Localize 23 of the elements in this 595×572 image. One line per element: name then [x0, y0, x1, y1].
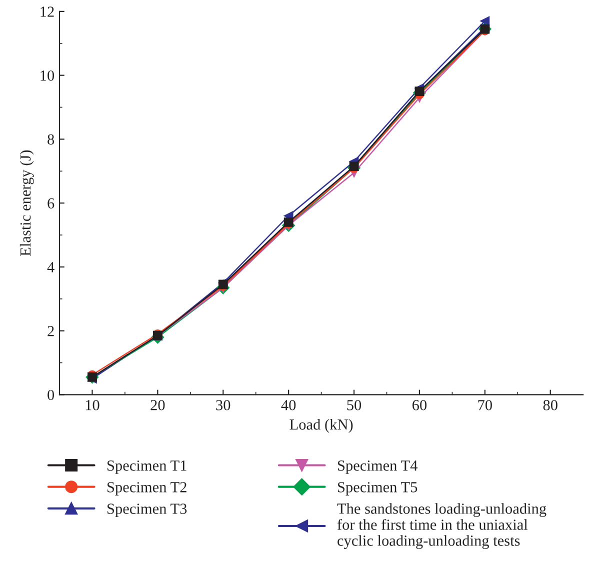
x-tick-label: 40 — [281, 400, 296, 410]
x-tick-label: 60 — [412, 400, 427, 410]
x-tick-label: 80 — [543, 400, 558, 410]
legend-label: Specimen T2 — [108, 482, 186, 496]
y-tick-label: 2 — [48, 326, 54, 336]
y-tick-label: 6 — [48, 198, 54, 209]
x-tick-label: 30 — [216, 400, 230, 410]
legend-label: Specimen T4 — [338, 460, 418, 474]
y-tick-label: 0 — [48, 390, 54, 400]
x-tick-label: 70 — [478, 400, 492, 410]
y-tick-label: 10 — [40, 70, 54, 81]
y-tick-label: 4 — [47, 262, 54, 272]
y-tick-label: 12 — [40, 6, 54, 17]
legend-label: Specimen T3 — [108, 504, 187, 518]
x-axis-title: Load (kN) — [290, 418, 353, 433]
legend-label: Specimen T1 — [108, 460, 186, 474]
x-tick-label: 20 — [150, 400, 165, 410]
x-tick-label: 10 — [86, 400, 100, 410]
y-axis-title: Elastic energy (J) — [20, 150, 34, 256]
legend-label: Specimen T5 — [338, 482, 418, 496]
legend-label: The sandstones loading-unloading for the first time in the uniaxial cyclic loading-unloading tests — [337, 503, 546, 549]
x-tick-label: 50 — [347, 400, 362, 410]
y-tick-label: 8 — [48, 134, 54, 145]
